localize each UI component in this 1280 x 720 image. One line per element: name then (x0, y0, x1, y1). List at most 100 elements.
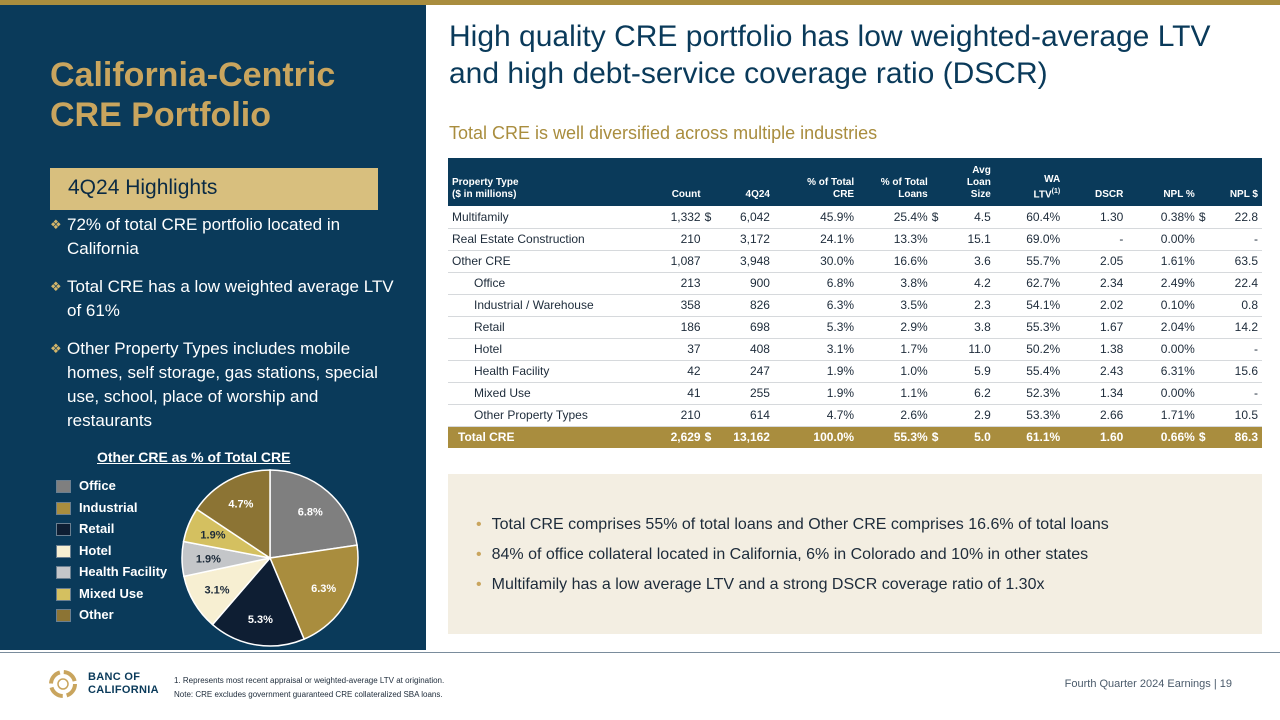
legend-item-industrial: Industrial (56, 499, 167, 523)
cell-pct-cre: 1.9% (773, 382, 859, 405)
cell-cur1 (704, 360, 720, 383)
takeaway-text: Total CRE comprises 55% of total loans a… (491, 516, 1109, 533)
cell-pct-cre: 24.1% (773, 228, 859, 251)
cell-ltv: 69.0% (994, 228, 1065, 251)
cell-cur3 (1198, 228, 1214, 251)
cell-cur1 (704, 316, 720, 339)
logo-wordmark: BANC OF CALIFORNIA (88, 671, 159, 697)
cell-cur3 (1198, 404, 1214, 427)
cell-npl-pct: 0.66% (1127, 426, 1199, 448)
col-header-4q24: 4Q24 (719, 158, 774, 206)
takeaway-text: Multifamily has a low average LTV and a … (491, 576, 1045, 593)
cell-npl: 14.2 (1213, 316, 1262, 339)
legend-label: Hotel (79, 542, 112, 558)
cell-pct-loans: 1.1% (858, 382, 932, 405)
cell-q424: 3,948 (719, 250, 774, 273)
pie-slice-other (195, 469, 271, 560)
legend-item-retail: Retail (56, 522, 167, 544)
cell-ltv: 55.3% (994, 316, 1065, 339)
cell-name: Real Estate Construction (448, 228, 627, 251)
cell-name: Industrial / Warehouse (448, 294, 627, 317)
other-cre-pie-chart: 6.8% 6.3% 5.3% 3.1% 1.9% 1.9% 4.7% (181, 469, 359, 647)
cell-q424: 698 (719, 316, 774, 339)
takeaway-item: • 84% of office collateral located in Cal… (476, 546, 1088, 564)
headline-line1: High quality CRE portfolio has low weigh… (449, 20, 1211, 53)
cell-cur3 (1198, 382, 1214, 405)
table-row: Industrial / Warehouse 358 826 6.3% 3.5% 2.3 5… (448, 294, 1262, 317)
col-header-currency (1198, 158, 1214, 206)
cell-pct-cre: 6.3% (773, 294, 859, 317)
pie-chart-title: Other CRE as % of Total CRE (97, 449, 291, 465)
cell-cur2 (931, 250, 947, 273)
cell-cur2 (931, 316, 947, 339)
cell-count: 42 (626, 360, 705, 383)
cell-count: 1,087 (626, 250, 705, 273)
table-total-row: Total CRE 2,629 $13,162 100.0% 55.3% $5.0 61.1… (448, 426, 1262, 448)
cell-npl: 86.3 (1213, 426, 1262, 448)
col-header-pct-total-cre: % of Total CRE (773, 158, 859, 206)
cell-avg: 2.9 (946, 404, 995, 427)
table-row: Mixed Use 41 255 1.9% 1.1% 6.2 52.3% 1.34 0.00% - (448, 382, 1262, 405)
legend-swatch (56, 566, 71, 579)
cell-ltv: 50.2% (994, 338, 1065, 361)
legend-swatch (56, 587, 71, 601)
cell-npl: - (1213, 338, 1262, 361)
takeaway-item: • Multifamily has a low average LTV and a… (476, 576, 1044, 594)
cell-q424: 614 (719, 404, 774, 427)
cell-q424: 6,042 (719, 206, 774, 229)
cell-q424: 247 (719, 360, 774, 383)
cell-npl: 22.8 (1213, 206, 1262, 229)
bullet-dot-icon: • (476, 546, 482, 563)
headline-line2: and high debt-service coverage ratio (DS… (449, 57, 1048, 90)
footer-rule (0, 652, 1280, 653)
cell-cur2 (931, 338, 947, 361)
table-row: Office 213 900 6.8% 3.8% 4.2 62.7% 2.34 2.49% 22.… (448, 272, 1262, 295)
cell-avg: 11.0 (946, 338, 995, 361)
cell-pct-loans: 16.6% (858, 250, 932, 273)
cell-q424: 3,172 (719, 228, 774, 251)
col-header-count: Count (626, 158, 705, 206)
cell-npl: - (1213, 228, 1262, 251)
cell-dscr: 1.30 (1064, 206, 1128, 229)
cell-cur2 (931, 404, 947, 427)
legend-label: Retail (79, 521, 115, 536)
cell-cur1 (704, 228, 720, 251)
table-row: Other CRE 1,087 3,948 30.0% 16.6% 3.6 55.7% 2.0… (448, 250, 1262, 273)
cell-cur1 (704, 382, 720, 405)
cell-cur3: $ (1198, 426, 1214, 448)
pie-data-label: 4.7% (228, 499, 253, 511)
cell-name: Health Facility (448, 360, 627, 383)
cell-npl: 15.6 (1213, 360, 1262, 383)
legend-item-office: Office (56, 479, 167, 501)
cell-cur3 (1198, 272, 1214, 295)
takeaway-item: • Total CRE comprises 55% of total loans … (476, 516, 1109, 534)
section-title-line2: CRE Portfolio (50, 96, 271, 134)
legend-label: Industrial (79, 499, 138, 515)
cell-pct-loans: 2.9% (858, 316, 932, 339)
col-header-npl-pct: NPL % (1127, 158, 1199, 206)
bullet-dot-icon: • (476, 576, 482, 593)
cell-count: 213 (626, 272, 705, 295)
diamond-bullet-icon: ❖ (50, 217, 62, 232)
table-row: Real Estate Construction 210 3,172 24.1% 13.… (448, 228, 1262, 251)
cell-pct-loans: 25.4% (858, 206, 932, 229)
table-header-row: Property Type ($ in millions) Count 4Q24 … (448, 158, 1262, 206)
cell-cur1 (704, 294, 720, 317)
cell-dscr: 2.34 (1064, 272, 1128, 295)
cell-ltv: 55.4% (994, 360, 1065, 383)
col-header-dscr: DSCR (1064, 158, 1128, 206)
cell-cur2 (931, 382, 947, 405)
cell-pct-loans: 1.7% (858, 338, 932, 361)
pie-data-label: 6.3% (311, 583, 336, 595)
cell-name: Other CRE (448, 250, 627, 273)
cell-avg: 15.1 (946, 228, 995, 251)
cell-avg: 5.0 (946, 426, 995, 448)
cell-ltv: 52.3% (994, 382, 1065, 405)
cell-npl-pct: 2.49% (1127, 272, 1199, 295)
cell-pct-cre: 30.0% (773, 250, 859, 273)
col-header-currency (931, 158, 947, 206)
cell-dscr: 1.67 (1064, 316, 1128, 339)
cell-pct-loans: 13.3% (858, 228, 932, 251)
cell-cur1: $ (704, 426, 720, 448)
pie-data-label: 1.9% (200, 530, 225, 542)
